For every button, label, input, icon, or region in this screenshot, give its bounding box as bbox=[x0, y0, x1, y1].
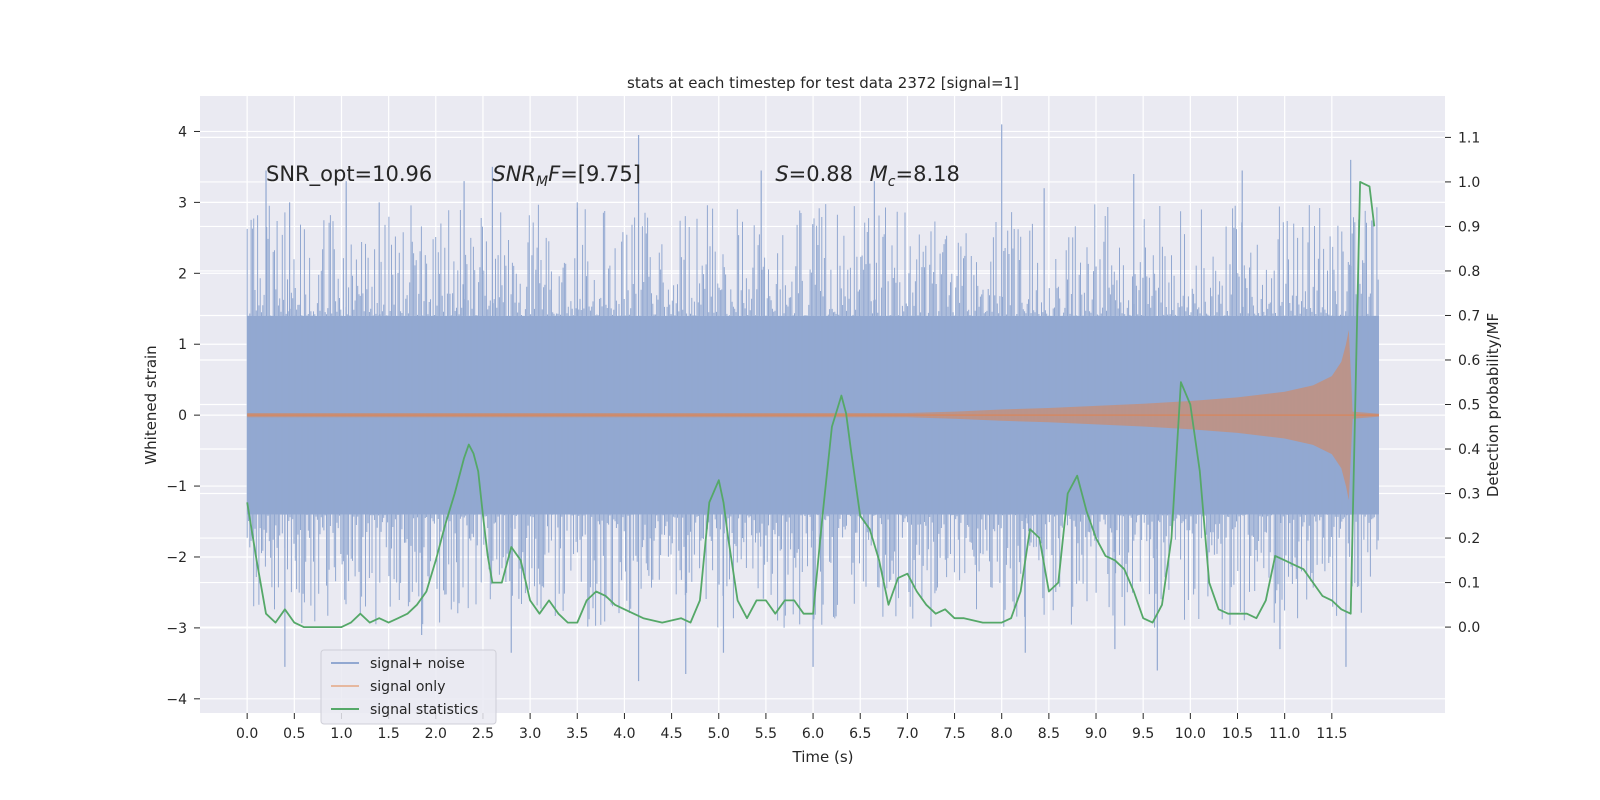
signal-statistics-series bbox=[246, 181, 1376, 628]
annotation-text: Mc=8.18 bbox=[870, 162, 960, 190]
y-right-tick-label: 1.0 bbox=[1458, 175, 1480, 191]
annotation-main: M bbox=[870, 162, 888, 186]
annotation-text: SNR_opt=10.96 bbox=[266, 162, 432, 187]
x-tick-label: 1.0 bbox=[330, 726, 352, 742]
annotation-suffix-italic: F bbox=[548, 162, 561, 186]
annotation-main: S bbox=[775, 162, 788, 186]
y-left-tick-label: 0 bbox=[178, 408, 187, 424]
y-left-tick-label: −3 bbox=[166, 621, 187, 637]
annotation-text: S=0.88 bbox=[775, 162, 853, 186]
x-tick-label: 4.0 bbox=[613, 726, 635, 742]
legend-label-signal-noise: signal+ noise bbox=[370, 656, 465, 672]
signal-only-series bbox=[247, 330, 1380, 501]
x-tick-label: 5.0 bbox=[708, 726, 730, 742]
x-tick-label: 10.5 bbox=[1222, 726, 1253, 742]
y-right-tick-label: 0.3 bbox=[1458, 487, 1480, 503]
legend-box bbox=[320, 649, 497, 725]
x-tick-label: 7.0 bbox=[896, 726, 918, 742]
annotation-suffix: =8.18 bbox=[895, 162, 959, 186]
legend-label-signal-only: signal only bbox=[370, 679, 445, 695]
x-tick-label: 6.5 bbox=[849, 726, 871, 742]
annotation-text: SNRMF=[9.75] bbox=[492, 162, 641, 190]
y-right-tick-label: 0.0 bbox=[1458, 620, 1480, 636]
x-tick-label: 8.5 bbox=[1038, 726, 1060, 742]
y-right-tick-label: 0.4 bbox=[1458, 442, 1480, 458]
y-right-tick-label: 0.1 bbox=[1458, 576, 1480, 592]
y-axis-right-title: Detection probability/MF bbox=[1484, 313, 1502, 497]
y-left-tick-label: 1 bbox=[178, 337, 187, 353]
x-tick-label: 11.5 bbox=[1316, 726, 1347, 742]
y-left-tick-label: −1 bbox=[166, 479, 187, 495]
x-tick-label: 11.0 bbox=[1269, 726, 1300, 742]
y-right-tick-label: 1.1 bbox=[1458, 130, 1480, 146]
x-tick-label: 10.0 bbox=[1175, 726, 1206, 742]
x-tick-label: 1.5 bbox=[378, 726, 400, 742]
y-left-tick-label: −2 bbox=[166, 550, 187, 566]
y-right-tick-label: 0.7 bbox=[1458, 308, 1480, 324]
y-axis-left-title: Whitened strain bbox=[142, 345, 160, 464]
annotation-main: SNR bbox=[492, 162, 536, 186]
annotations: SNR_opt=10.96 SNRMF=[9.75] S=0.88 Mc=8.18 bbox=[266, 162, 960, 190]
x-tick-label: 5.5 bbox=[755, 726, 777, 742]
annotation-subscript: M bbox=[536, 174, 548, 190]
y-right-tick-label: 0.2 bbox=[1458, 531, 1480, 547]
x-tick-label: 3.0 bbox=[519, 726, 541, 742]
y-left-tick-label: 2 bbox=[178, 266, 187, 282]
annotation-suffix: =[9.75] bbox=[560, 162, 641, 186]
x-tick-label: 3.5 bbox=[566, 726, 588, 742]
annotation-suffix: =0.88 bbox=[789, 162, 853, 186]
x-tick-label: 2.5 bbox=[472, 726, 494, 742]
y-left-tick-label: 3 bbox=[178, 195, 187, 211]
x-tick-label: 4.5 bbox=[660, 726, 682, 742]
statistics-line bbox=[246, 181, 1376, 628]
legend: signal+ noise signal only signal statist… bbox=[320, 649, 497, 725]
x-tick-label: 6.0 bbox=[802, 726, 824, 742]
y-right-tick-label: 0.8 bbox=[1458, 264, 1480, 280]
axes: 0.0 0.5 1.0 1.5 2.0 2.5 3.0 3.5 4.0 4.5 5.0 5.5 6.0 6… bbox=[166, 124, 1480, 742]
annotation-main: SNR_opt=10.96 bbox=[266, 162, 432, 187]
y-right-tick-label: 0.6 bbox=[1458, 353, 1480, 369]
legend-label-signal-statistics: signal statistics bbox=[370, 702, 478, 718]
annotation-subscript: c bbox=[888, 174, 896, 190]
x-tick-label: 2.0 bbox=[425, 726, 447, 742]
x-tick-label: 0.0 bbox=[236, 726, 258, 742]
x-tick-label: 9.5 bbox=[1132, 726, 1154, 742]
chart-title: stats at each timestep for test data 237… bbox=[627, 74, 1019, 92]
x-axis-title: Time (s) bbox=[792, 748, 854, 766]
y-left-tick-label: 4 bbox=[178, 124, 187, 140]
x-tick-label: 0.5 bbox=[283, 726, 305, 742]
x-tick-label: 8.0 bbox=[991, 726, 1013, 742]
y-right-tick-label: 0.5 bbox=[1458, 398, 1480, 414]
y-left-tick-label: −4 bbox=[166, 692, 187, 708]
x-tick-label: 9.0 bbox=[1085, 726, 1107, 742]
y-right-tick-label: 0.9 bbox=[1458, 219, 1480, 235]
x-tick-label: 7.5 bbox=[943, 726, 965, 742]
